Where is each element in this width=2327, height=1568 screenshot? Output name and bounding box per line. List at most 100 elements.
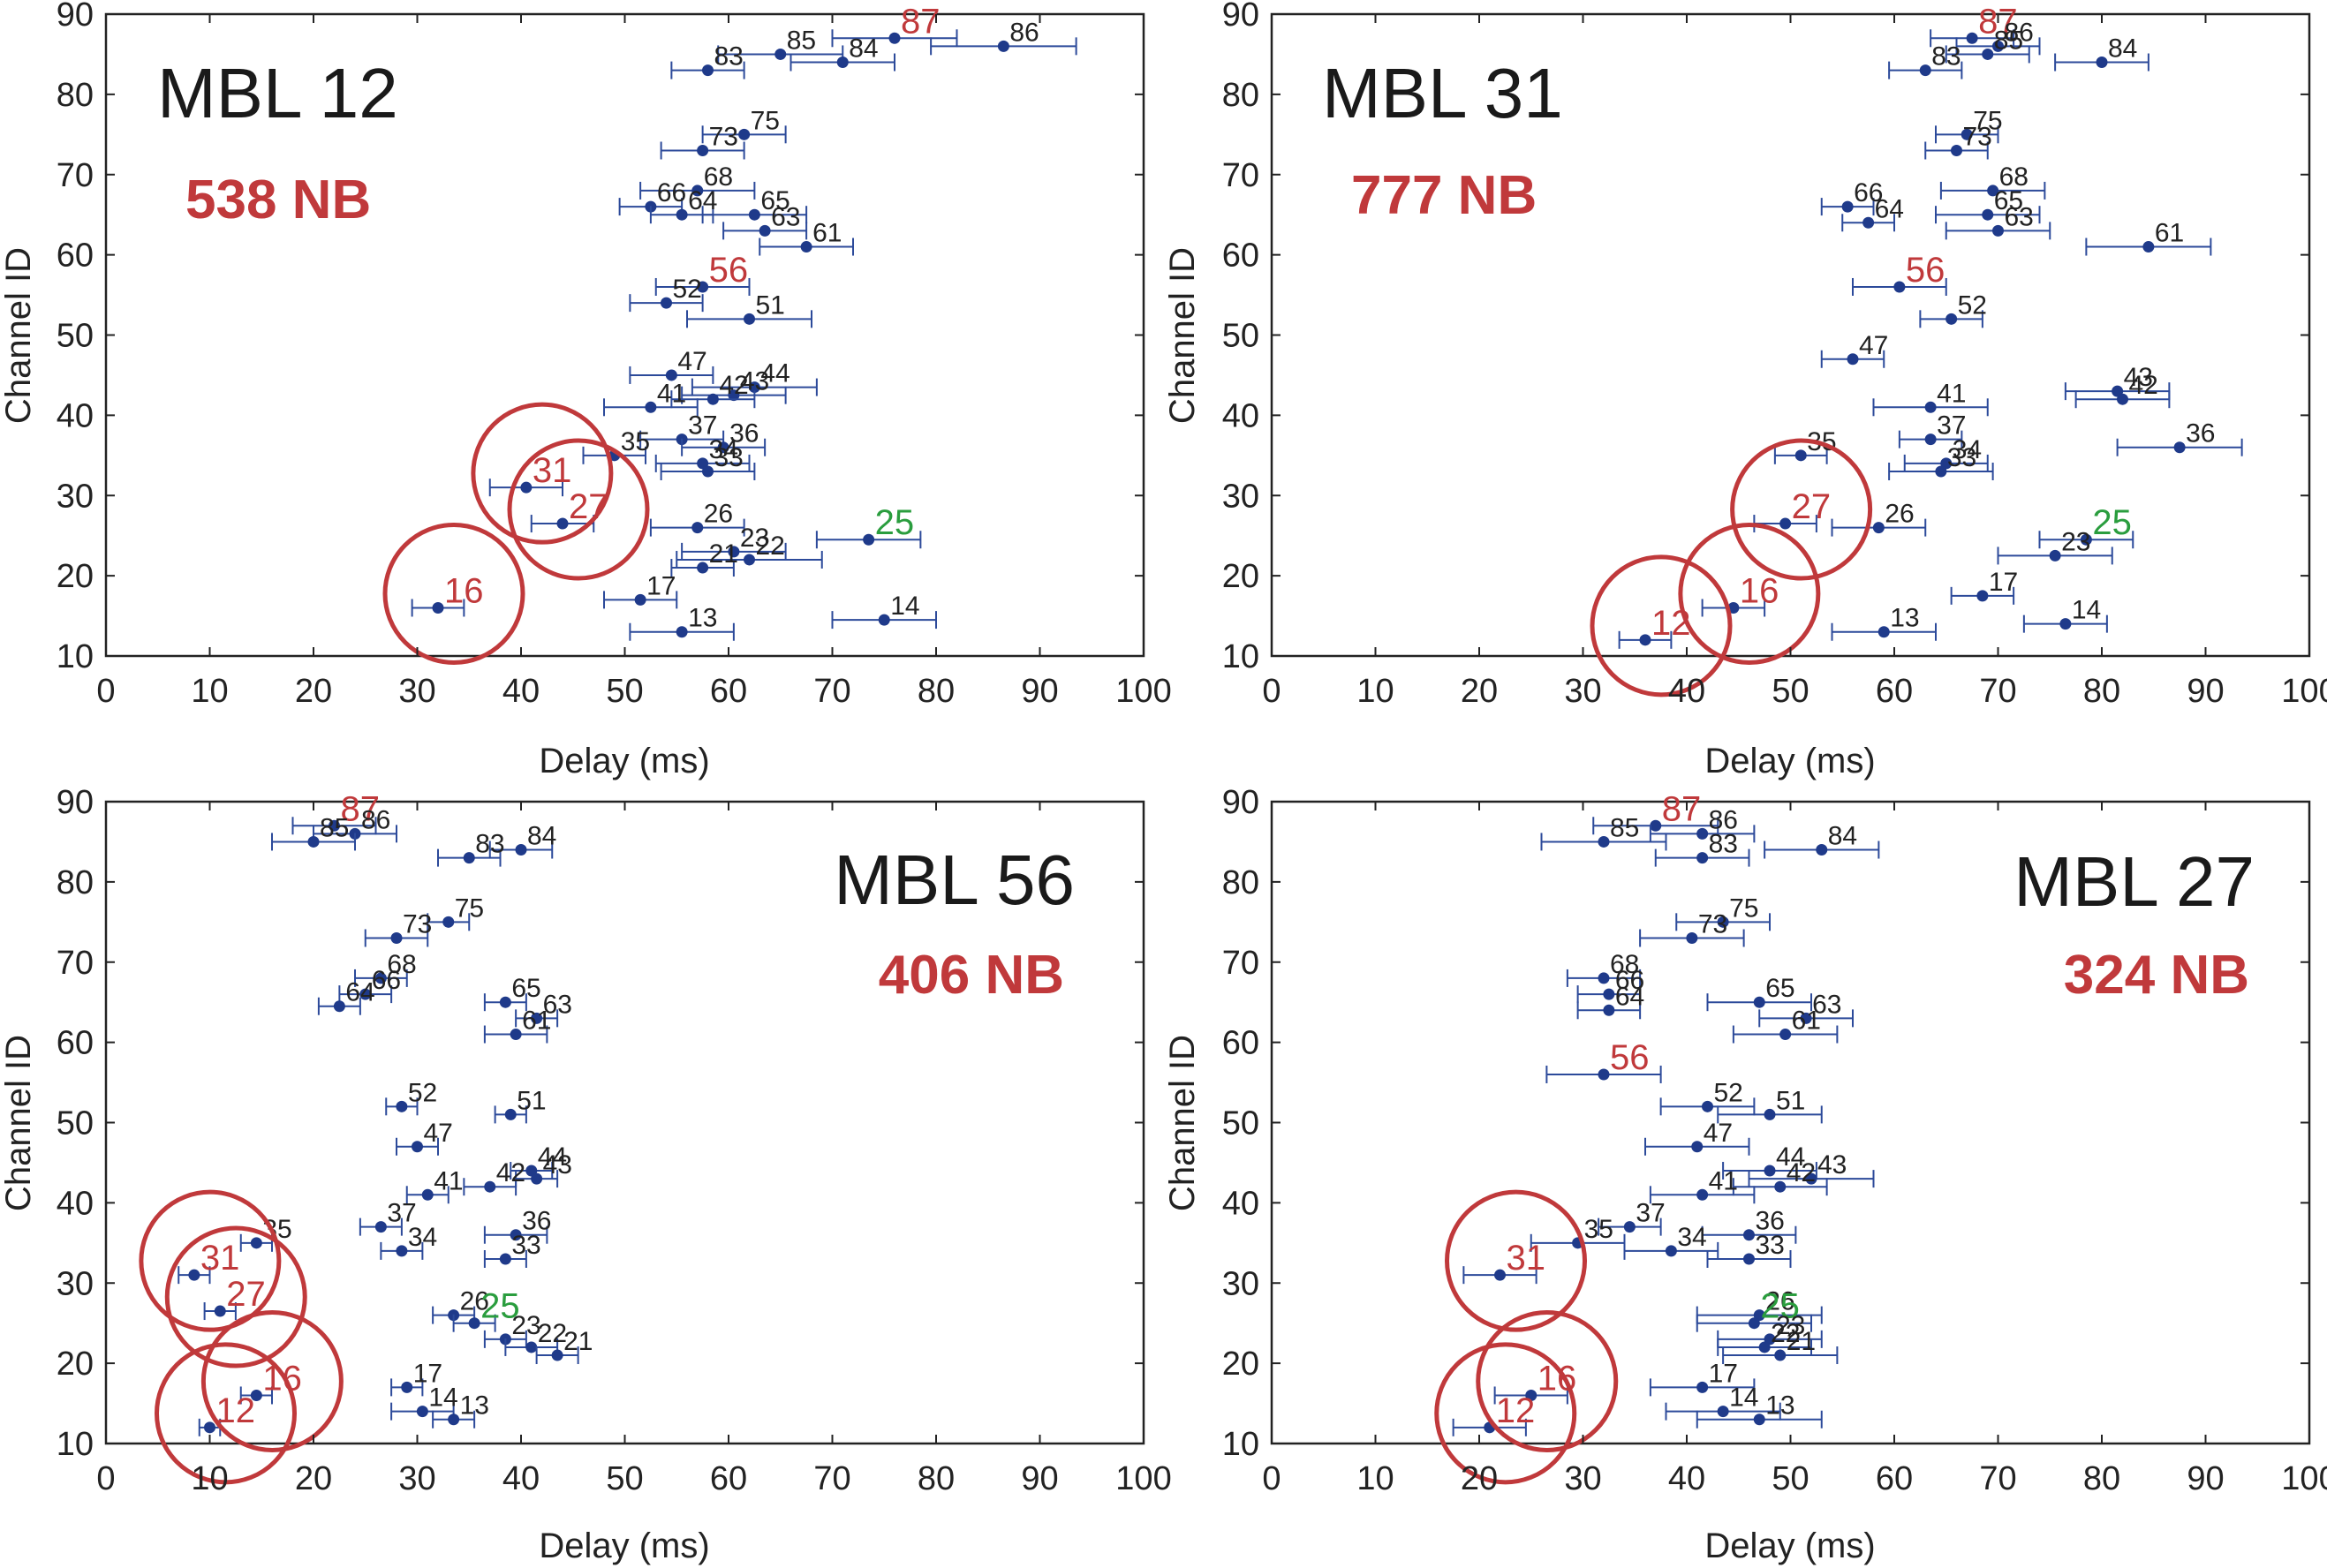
point-label: 25 xyxy=(875,503,915,542)
data-point xyxy=(531,1172,543,1185)
point-label: 31 xyxy=(200,1239,240,1278)
point-label: 25 xyxy=(2092,503,2132,542)
highlight-circle xyxy=(155,1342,297,1485)
point-label: 73 xyxy=(403,909,432,939)
point-label: 23 xyxy=(740,524,769,553)
x-tick-label: 100 xyxy=(1115,1460,1171,1497)
data-point xyxy=(468,1317,480,1330)
data-point xyxy=(484,1180,496,1193)
x-tick-label: 100 xyxy=(2281,673,2327,710)
point-label: 63 xyxy=(771,202,800,231)
data-point xyxy=(1696,827,1709,840)
data-point xyxy=(416,1406,428,1418)
point-label: 14 xyxy=(1729,1383,1758,1413)
y-tick-label: 20 xyxy=(57,1346,94,1383)
y-tick-label: 50 xyxy=(1222,318,1259,355)
data-point xyxy=(676,208,688,221)
x-tick-label: 10 xyxy=(1356,673,1394,710)
point-label: 42 xyxy=(496,1158,525,1187)
point-label: 14 xyxy=(890,592,919,621)
point-label: 83 xyxy=(475,830,504,859)
data-point xyxy=(1774,1180,1787,1193)
point-label: 52 xyxy=(1958,290,1987,320)
data-point xyxy=(1753,996,1765,1008)
panel-title: MBL 27 xyxy=(2013,842,2255,921)
data-point xyxy=(1598,1068,1610,1081)
data-point xyxy=(510,1229,522,1241)
point-label: 52 xyxy=(408,1078,437,1107)
point-label: 73 xyxy=(1698,909,1727,939)
x-tick-label: 50 xyxy=(606,1460,643,1497)
data-point xyxy=(1696,1188,1709,1201)
point-label: 87 xyxy=(901,2,941,41)
point-label: 85 xyxy=(1994,26,2023,55)
point-label: 75 xyxy=(1729,893,1758,923)
point-label: 33 xyxy=(511,1231,540,1260)
y-tick-label: 50 xyxy=(1222,1105,1259,1142)
point-label: 51 xyxy=(517,1086,546,1115)
highlight-circle xyxy=(1434,1342,1577,1485)
point-label: 51 xyxy=(756,290,785,320)
data-point xyxy=(1841,200,1854,213)
point-label: 63 xyxy=(1812,990,1841,1019)
data-point xyxy=(1686,931,1698,944)
data-point xyxy=(1696,1381,1709,1393)
point-label: 25 xyxy=(480,1287,520,1326)
x-tick-label: 30 xyxy=(1564,1460,1601,1497)
nb-count-label: 777 NB xyxy=(1351,165,1537,226)
data-point xyxy=(1800,1012,1812,1024)
point-label: 64 xyxy=(688,186,717,215)
point-label: 41 xyxy=(1709,1166,1738,1195)
y-tick-label: 30 xyxy=(1222,478,1259,515)
data-point xyxy=(888,32,901,44)
data-point xyxy=(1982,48,1994,60)
y-tick-label: 90 xyxy=(1222,0,1259,34)
data-point xyxy=(2059,618,2072,630)
point-label: 68 xyxy=(1610,950,1639,979)
point-label: 23 xyxy=(511,1311,540,1340)
data-point xyxy=(329,819,340,832)
point-label: 61 xyxy=(1792,1006,1821,1036)
data-point xyxy=(1598,835,1610,848)
data-point xyxy=(702,64,714,77)
point-label: 47 xyxy=(677,347,706,376)
data-point xyxy=(1598,972,1610,984)
x-tick-label: 0 xyxy=(1262,1460,1281,1497)
point-label: 47 xyxy=(424,1119,453,1148)
point-label: 65 xyxy=(760,186,790,215)
point-label: 12 xyxy=(216,1391,256,1430)
data-point xyxy=(997,40,1009,52)
point-label: 16 xyxy=(1740,571,1779,610)
highlight-circles xyxy=(1434,1189,1619,1485)
point-label: 63 xyxy=(2005,202,2034,231)
data-point xyxy=(1945,313,1958,325)
data-point xyxy=(1924,401,1937,413)
point-label: 26 xyxy=(1765,1287,1794,1316)
x-tick-label: 100 xyxy=(2281,1460,2327,1497)
highlight-circles xyxy=(1590,438,1873,697)
point-label: 22 xyxy=(538,1319,567,1348)
data-point xyxy=(401,1381,413,1393)
y-tick-label: 90 xyxy=(57,784,94,821)
data-point xyxy=(2096,57,2108,69)
point-label: 65 xyxy=(1994,186,2023,215)
data-point xyxy=(1961,128,1973,140)
point-label: 42 xyxy=(719,371,748,400)
x-tick-label: 70 xyxy=(813,1460,850,1497)
point-label: 65 xyxy=(1765,974,1794,1003)
point-label: 43 xyxy=(543,1150,572,1180)
point-label: 68 xyxy=(387,950,416,979)
point-label: 73 xyxy=(709,122,738,151)
data-point xyxy=(2117,393,2128,405)
y-axis-ticks: 10 20 30 40 50 60 70 80 90 xyxy=(1222,784,2309,1463)
data-point xyxy=(463,852,475,864)
point-label: 61 xyxy=(812,219,842,248)
point-label: 64 xyxy=(1875,194,1904,223)
point-label: 36 xyxy=(729,419,759,449)
point-label: 87 xyxy=(1662,789,1702,828)
data-point xyxy=(1877,626,1890,638)
